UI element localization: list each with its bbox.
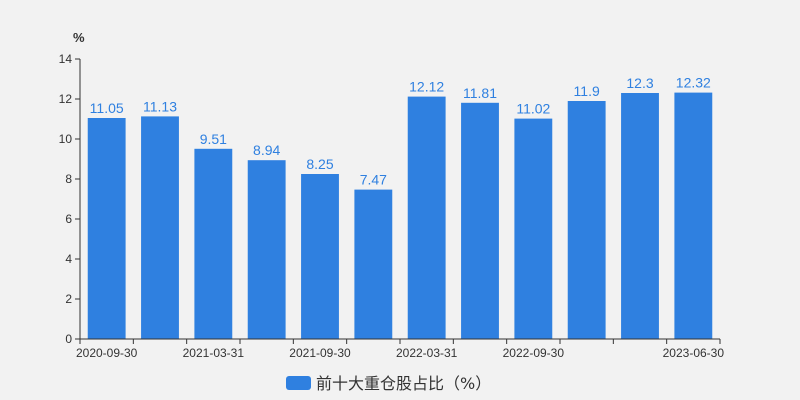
x-tick-label: 2022-03-31 (396, 346, 458, 360)
x-tick-label: 2021-03-31 (183, 346, 245, 360)
y-axis-ticks: 0 2 4 6 8 10 12 14 (59, 52, 81, 346)
x-tick-label: 2020-09-30 (76, 346, 138, 360)
bar-value-label: 12.3 (626, 75, 653, 91)
legend-label[interactable]: 前十大重仓股占比（%） (316, 374, 491, 393)
value-labels: 11.05 11.13 9.51 8.94 8.25 7.47 12.12 11.81 11.0… (90, 75, 711, 188)
y-axis-unit-label: % (73, 30, 85, 45)
x-tick-label: 2021-09-30 (289, 346, 351, 360)
bar-value-label: 8.94 (253, 142, 280, 158)
bar[interactable] (674, 92, 713, 339)
y-tick-label: 0 (65, 332, 72, 346)
bar-value-label: 7.47 (360, 172, 387, 188)
bar[interactable] (567, 101, 606, 339)
bar[interactable] (87, 118, 126, 339)
bar[interactable] (514, 118, 553, 339)
bar[interactable] (621, 93, 659, 339)
legend[interactable]: 前十大重仓股占比（%） (286, 374, 491, 393)
bar[interactable] (141, 116, 179, 340)
bar-value-label: 11.81 (463, 85, 497, 101)
bar-value-label: 11.9 (574, 83, 600, 99)
y-tick-label: 2 (65, 292, 72, 306)
bar-value-label: 9.51 (200, 131, 227, 147)
y-tick-label: 14 (59, 52, 73, 66)
bar[interactable] (301, 174, 339, 339)
y-tick-label: 6 (65, 212, 72, 226)
bar-value-label: 12.12 (409, 79, 444, 95)
x-tick-label: 2023-06-30 (663, 346, 725, 360)
y-tick-label: 10 (59, 132, 73, 146)
bar[interactable] (247, 160, 286, 339)
bar[interactable] (461, 102, 499, 339)
bar[interactable] (407, 96, 446, 339)
bar-value-label: 11.13 (143, 98, 177, 114)
bar-value-label: 11.05 (90, 100, 124, 116)
legend-swatch[interactable] (286, 376, 311, 390)
bar-value-label: 12.32 (676, 75, 711, 91)
y-tick-label: 8 (65, 172, 72, 186)
y-tick-label: 12 (59, 92, 73, 106)
bar[interactable] (354, 189, 393, 339)
x-tick-label: 2022-09-30 (503, 346, 565, 360)
x-axis: 2020-09-30 2021-03-31 2021-09-30 2022-03-31… (76, 338, 725, 360)
bar-value-label: 11.02 (516, 101, 550, 117)
bars (87, 92, 713, 340)
bar[interactable] (194, 148, 233, 339)
bar-value-label: 8.25 (306, 156, 333, 172)
y-tick-label: 4 (65, 252, 72, 266)
